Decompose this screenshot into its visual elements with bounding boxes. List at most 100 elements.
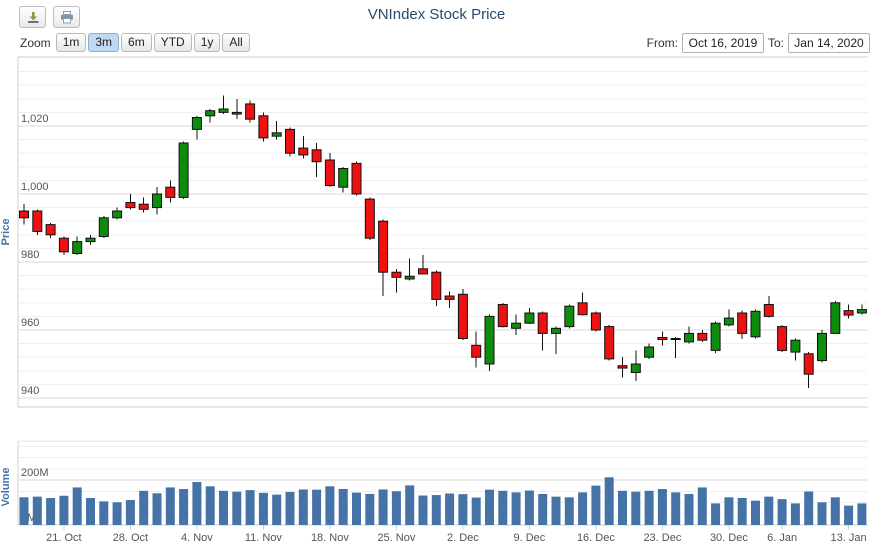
volume-bar[interactable]	[232, 491, 242, 525]
candle-up[interactable]	[271, 120, 282, 140]
candle-down[interactable]	[604, 324, 615, 361]
candle-down[interactable]	[497, 302, 508, 328]
volume-bar[interactable]	[139, 490, 149, 525]
print-button[interactable]	[53, 6, 80, 28]
volume-bar[interactable]	[219, 490, 228, 525]
download-button[interactable]	[19, 6, 46, 28]
candle-down[interactable]	[378, 219, 389, 297]
candle-down[interactable]	[45, 222, 56, 239]
volume-bar[interactable]	[99, 501, 109, 525]
volume-bar[interactable]	[458, 494, 468, 525]
candle-up[interactable]	[644, 343, 655, 359]
candle-up[interactable]	[830, 301, 841, 334]
candle-down[interactable]	[471, 331, 482, 368]
candle-down[interactable]	[577, 292, 588, 316]
candle-up[interactable]	[98, 216, 109, 239]
volume-bar[interactable]	[125, 500, 135, 525]
candle-up[interactable]	[750, 309, 761, 339]
zoom-button-1m[interactable]: 1m	[55, 33, 87, 52]
volume-bar[interactable]	[46, 498, 56, 525]
volume-bar[interactable]	[551, 496, 561, 525]
volume-bar[interactable]	[325, 486, 335, 525]
candle-up[interactable]	[684, 326, 694, 344]
zoom-button-6m[interactable]: 6m	[121, 33, 152, 52]
candle-down[interactable]	[590, 311, 601, 332]
candle-down[interactable]	[351, 161, 362, 196]
zoom-button-3m[interactable]: 3m	[88, 33, 120, 52]
volume-bar[interactable]	[352, 492, 361, 525]
candle-down[interactable]	[32, 209, 43, 235]
candle-down[interactable]	[258, 112, 269, 142]
volume-bar[interactable]	[844, 505, 854, 525]
candle-up[interactable]	[790, 338, 801, 361]
volume-bar[interactable]	[524, 490, 534, 525]
candle-down[interactable]	[418, 255, 428, 275]
from-date-input[interactable]	[681, 33, 764, 53]
zoom-button-1y[interactable]: 1y	[193, 33, 221, 52]
candle-down[interactable]	[324, 153, 335, 188]
candle-down[interactable]	[737, 310, 748, 340]
volume-bar[interactable]	[431, 495, 441, 525]
volume-bar[interactable]	[564, 497, 574, 525]
volume-bar[interactable]	[777, 499, 787, 525]
candle-up[interactable]	[856, 304, 867, 315]
volume-bar[interactable]	[764, 496, 774, 525]
volume-bar[interactable]	[724, 497, 734, 525]
volume-bar[interactable]	[152, 493, 162, 525]
candle-down[interactable]	[444, 291, 455, 309]
candle-up[interactable]	[630, 350, 641, 381]
volume-bar[interactable]	[804, 491, 814, 525]
candle-up[interactable]	[524, 307, 535, 324]
candle-up[interactable]	[72, 236, 83, 256]
volume-bar[interactable]	[365, 493, 375, 525]
volume-bar[interactable]	[391, 491, 401, 525]
candle-up[interactable]	[338, 166, 349, 193]
candle-down[interactable]	[617, 357, 628, 378]
volume-bar[interactable]	[711, 503, 721, 525]
volume-bar[interactable]	[751, 500, 760, 525]
zoom-button-all[interactable]: All	[222, 33, 250, 52]
volume-bar[interactable]	[59, 495, 69, 525]
candle-up[interactable]	[564, 304, 575, 329]
volume-bar[interactable]	[312, 489, 322, 525]
volume-bar[interactable]	[644, 490, 654, 525]
volume-bar[interactable]	[578, 492, 588, 525]
candle-up[interactable]	[817, 330, 827, 363]
candle-down[interactable]	[138, 197, 149, 213]
volume-bar[interactable]	[86, 498, 95, 525]
volume-bar[interactable]	[285, 491, 295, 525]
candle-down[interactable]	[311, 143, 322, 177]
candle-down[interactable]	[19, 204, 29, 225]
volume-bar[interactable]	[192, 482, 202, 525]
candle-up[interactable]	[723, 309, 734, 327]
candle-down[interactable]	[670, 336, 681, 359]
volume-bar[interactable]	[32, 496, 42, 525]
volume-bar[interactable]	[684, 493, 694, 525]
candle-down[interactable]	[697, 330, 708, 342]
volume-bar[interactable]	[205, 486, 215, 525]
volume-bar[interactable]	[498, 490, 508, 525]
volume-bar[interactable]	[471, 497, 481, 525]
volume-bar[interactable]	[378, 489, 388, 525]
volume-bar[interactable]	[485, 489, 494, 525]
candle-down[interactable]	[165, 180, 176, 203]
candle-down[interactable]	[125, 194, 136, 210]
candle-down[interactable]	[763, 296, 774, 318]
candle-down[interactable]	[391, 268, 402, 293]
candle-down[interactable]	[298, 136, 309, 159]
volume-bar[interactable]	[737, 498, 747, 525]
candle-down[interactable]	[431, 270, 442, 307]
candle-up[interactable]	[404, 258, 415, 281]
volume-bar[interactable]	[445, 493, 455, 526]
zoom-button-ytd[interactable]: YTD	[153, 33, 192, 52]
candle-down[interactable]	[58, 236, 69, 256]
candle-up[interactable]	[551, 326, 561, 354]
candle-down[interactable]	[657, 331, 668, 346]
volume-bar[interactable]	[591, 485, 601, 525]
candle-up[interactable]	[484, 314, 495, 371]
candle-down[interactable]	[537, 311, 548, 351]
volume-bar[interactable]	[338, 489, 348, 525]
volume-bar[interactable]	[258, 492, 268, 525]
candle-up[interactable]	[112, 207, 123, 220]
volume-bar[interactable]	[697, 487, 707, 525]
